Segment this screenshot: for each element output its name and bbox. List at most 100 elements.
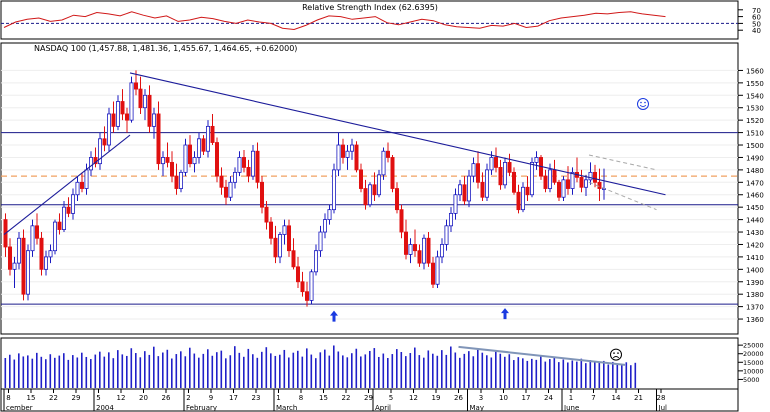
candle-body [336, 144, 341, 171]
volume-bars [4, 345, 637, 388]
volume-bar [175, 354, 178, 388]
candle-body [57, 221, 62, 230]
volume-bar [18, 353, 20, 388]
candle-body [250, 150, 255, 177]
candle-body [327, 209, 332, 221]
volume-bar [589, 360, 592, 388]
volume-bar [585, 363, 587, 388]
volume-bar [531, 358, 533, 388]
volume-bar [256, 357, 259, 388]
volume-bar [58, 355, 61, 388]
candle-body [196, 138, 201, 158]
smiley-mouth [639, 104, 647, 108]
date-tick-label: 15 [319, 394, 328, 402]
candle-body [363, 188, 368, 206]
candle-body [480, 181, 485, 198]
candle-body [174, 175, 179, 189]
candle-body [286, 225, 291, 252]
volume-bar [576, 361, 578, 388]
date-tick-label: 12 [117, 394, 126, 402]
volume-bar [409, 353, 412, 388]
volume-bar [301, 356, 304, 388]
candle-body [444, 225, 449, 245]
volume-bar [621, 364, 623, 388]
price-axis: 1360 1370 1380 1390 1400 1410 1420 1430 1440 1450… [738, 67, 764, 324]
volume-bar [81, 352, 83, 388]
date-tick-label: 17 [522, 394, 531, 402]
month-label: April [375, 404, 391, 412]
candle-body [358, 169, 363, 189]
volume-bar [481, 352, 484, 388]
volume-bar [292, 352, 295, 388]
volume-bar [459, 357, 461, 388]
date-tick-label: 26 [454, 394, 463, 402]
volume-bar [9, 354, 11, 388]
candle-body [133, 82, 138, 90]
candle-body [39, 237, 44, 270]
candle-body [318, 231, 323, 252]
price-grid [1, 69, 738, 320]
volume-bar [499, 353, 502, 388]
candle-body [192, 157, 197, 165]
candle-body [466, 175, 471, 202]
volume-bar [486, 355, 488, 388]
rsi-tick-label: 50 [752, 20, 761, 28]
candle-body [66, 206, 71, 214]
price-tick-label: 1510 [746, 130, 764, 138]
smiley-eye [640, 101, 642, 104]
date-tick-label: 22 [49, 394, 58, 402]
candle-body [548, 169, 553, 189]
volume-bar [180, 351, 182, 388]
candle-body [584, 179, 589, 188]
volume-tick-label: 20000 [743, 350, 764, 358]
month-label: March [276, 404, 297, 412]
volume-bar [351, 353, 353, 388]
rsi-line [3, 11, 666, 31]
date-tick-label: 5 [96, 394, 100, 402]
candle-body [75, 181, 80, 196]
volume-bar [229, 355, 232, 388]
volume-bar [67, 359, 70, 388]
volume-bar [297, 350, 299, 388]
candle-body [394, 188, 399, 211]
candle-body [255, 150, 260, 183]
candle-body [201, 138, 206, 152]
volume-bar [112, 358, 115, 388]
rsi-tick-label: 70 [752, 7, 761, 15]
candle-body [484, 169, 489, 198]
volume-bar [189, 347, 191, 388]
volume-bar [63, 353, 65, 388]
volume-bar [477, 349, 479, 388]
trendline [129, 72, 666, 196]
price-tick-label: 1470 [746, 179, 764, 187]
price-tick-label: 1550 [746, 80, 764, 88]
candle-body [214, 142, 219, 177]
volume-bar [27, 355, 29, 388]
candle-body [412, 244, 417, 252]
date-tick-label: 26 [162, 394, 171, 402]
candle-body [475, 163, 480, 183]
frowny-icon [610, 348, 622, 361]
volume-bar [463, 353, 466, 388]
candle-body [566, 179, 571, 189]
volume-bar [283, 349, 286, 388]
candle-body [372, 184, 377, 196]
volume-bar [198, 357, 200, 388]
date-tick-label: 22 [342, 394, 351, 402]
candle-body [129, 82, 134, 121]
price-tick-label: 1400 [746, 266, 764, 274]
volume-tick-label: 10000 [743, 367, 764, 375]
candle-body [448, 212, 453, 227]
candle-body [345, 150, 350, 158]
candle-body [552, 169, 557, 183]
candle-body [512, 171, 517, 193]
volume-bar [274, 355, 277, 388]
volume-bar [315, 358, 317, 388]
volume-bar [625, 362, 628, 388]
volume-bar [22, 356, 25, 388]
date-tick-label: 9 [209, 394, 213, 402]
candle-body [493, 157, 498, 168]
candle-body [597, 181, 602, 189]
date-tick-label: 5 [389, 394, 393, 402]
rsi-tick-label: 40 [752, 27, 761, 35]
